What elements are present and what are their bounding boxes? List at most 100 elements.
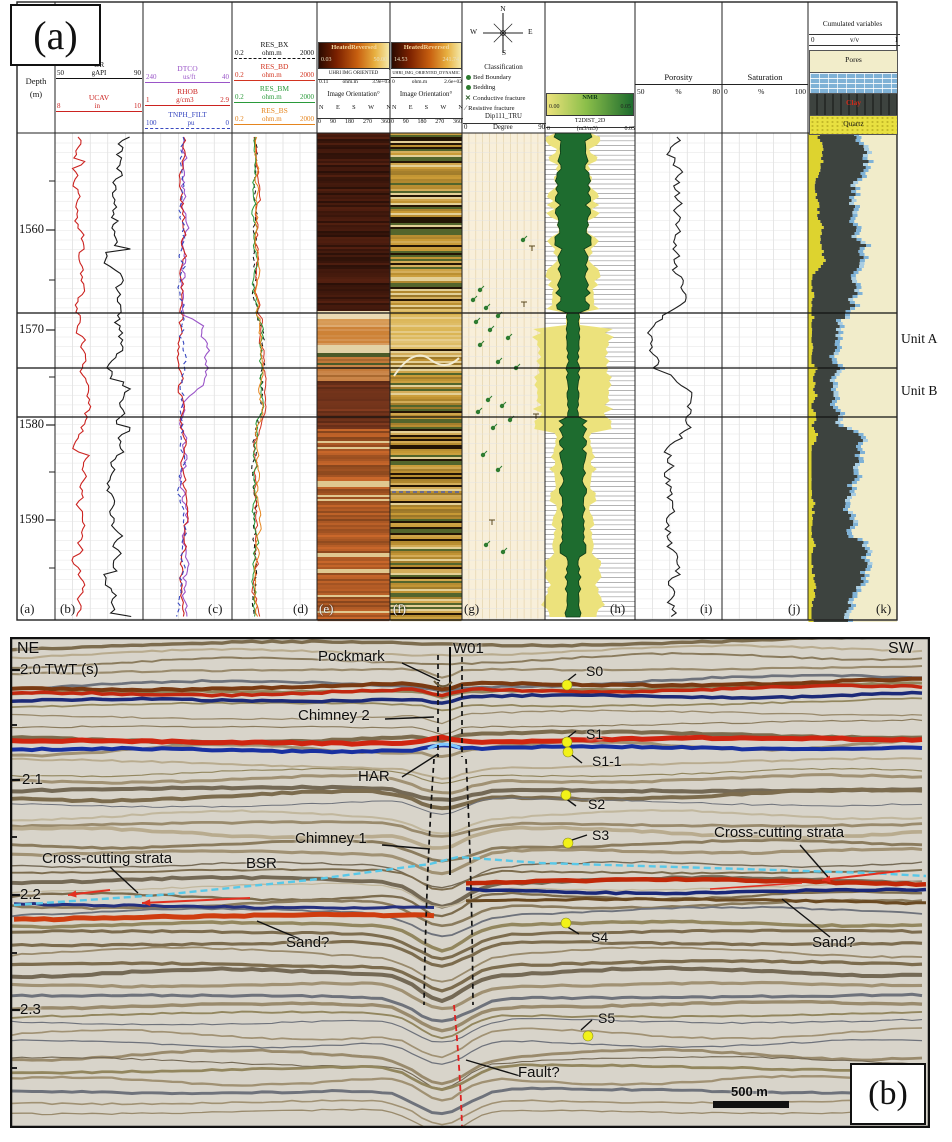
- conductive-fracture-icon: ✕: [465, 94, 471, 102]
- dip-min: 0: [464, 124, 468, 131]
- scale-bar-label: 500 m: [731, 1084, 768, 1099]
- curve-name: RES_BD: [260, 62, 289, 71]
- fault-annotation: Fault?: [518, 1064, 560, 1081]
- dir-label: N: [392, 104, 397, 111]
- depth-tick: 1560: [19, 222, 44, 236]
- marker-label: S1-1: [592, 753, 622, 769]
- bed-boundary-icon: [466, 75, 471, 80]
- curve-max: 2000: [299, 71, 314, 80]
- depth-track-units: (m): [29, 89, 43, 99]
- curve-unit: ohm.m: [262, 71, 282, 80]
- legend-item-resistive-fracture: ∕ Resistive fracture: [465, 104, 515, 112]
- legend-item-bedding: Bedding: [466, 84, 495, 91]
- curve-name: TNPH_FILT: [168, 110, 207, 119]
- track-letter: (a): [20, 601, 35, 616]
- legend-item-bed-boundary: Bed Boundary: [466, 74, 511, 81]
- deg-label: 360: [453, 119, 462, 125]
- lith-max: 1: [894, 36, 898, 44]
- cross-cutting-strata-left-annotation: Cross-cutting strata: [42, 850, 173, 867]
- legend-item-conductive-fracture: ✕ Conductive fracture: [465, 94, 525, 102]
- static-image-name: UHRI IMG ORIENTED: [318, 68, 389, 80]
- unit-b-label: Unit B: [901, 383, 938, 398]
- orientation-title: Image Orientation°: [327, 91, 380, 98]
- curve-name: RES_BM: [259, 84, 290, 93]
- nmr-min: 0: [547, 126, 550, 132]
- pockmark-annotation: Pockmark: [318, 648, 385, 665]
- nmr-colorbar: NMR 0.00 0.05: [546, 93, 634, 117]
- image-max: 3.9e+03: [372, 79, 390, 85]
- chimney1-annotation: Chimney 1: [295, 830, 367, 847]
- dip-max: 90: [538, 124, 545, 131]
- t2dist-name: T2DIST_2D: [546, 115, 634, 129]
- curve-max: 90: [134, 69, 141, 78]
- pores-band: Pores: [809, 50, 898, 74]
- curve-unit: us/ft: [183, 73, 196, 82]
- chimney2-annotation: Chimney 2: [298, 707, 370, 724]
- sat-max: 100: [794, 87, 806, 96]
- track-letter: (h): [610, 601, 626, 616]
- curve-min: 0.2: [235, 93, 244, 102]
- curve-unit: ohm.m: [262, 93, 282, 102]
- marker-label: S3: [592, 827, 610, 843]
- colorbar-title: NMR: [582, 94, 598, 101]
- legend-label: Conductive fracture: [472, 94, 526, 102]
- depth-tick: 1570: [19, 322, 44, 336]
- curve-unit: ohm.m: [262, 115, 282, 124]
- deg-label: 360: [381, 119, 390, 125]
- panel-a-label: (a): [10, 4, 101, 66]
- dir-label: E: [335, 104, 340, 111]
- curve-min: 8: [57, 102, 61, 111]
- band-label: Pores: [845, 55, 862, 64]
- corner-ne-label: NE: [17, 640, 40, 657]
- curve-min: 0.2: [235, 71, 244, 80]
- curve-name: RHOB: [177, 87, 198, 96]
- legend-label: Bed Boundary: [473, 74, 512, 81]
- por-min: 50: [637, 87, 645, 96]
- compass-east-label: E: [528, 27, 533, 36]
- lithology-title: Cumulated variables: [822, 20, 883, 28]
- deg-label: 270: [435, 119, 445, 125]
- depth-track-title: Depth: [25, 76, 47, 86]
- nmr-unit: (m3/m3): [576, 126, 598, 132]
- colorbar-title: HeatedReversed: [331, 44, 377, 51]
- curve-max: 2000: [299, 49, 314, 58]
- dip-unit: Degree: [492, 124, 513, 131]
- marker-label: S1: [586, 726, 604, 742]
- dir-label: N: [458, 104, 463, 111]
- colorbar-min: 0.03: [321, 56, 332, 63]
- por-max: 80: [712, 87, 721, 96]
- curve-max: 0: [225, 119, 230, 128]
- sand-right-annotation: Sand?: [812, 934, 856, 951]
- track-letter: (j): [788, 601, 801, 616]
- curve-unit: ohm.m: [262, 49, 282, 58]
- curve-min: 50: [57, 69, 64, 78]
- colorbar-max: 241.74: [442, 56, 460, 63]
- dir-label: N: [386, 104, 391, 111]
- dir-label: E: [408, 104, 413, 111]
- saturation-title: Saturation: [747, 72, 783, 82]
- curve-unit: gAPI: [91, 69, 107, 78]
- track-letter: (d): [293, 601, 309, 616]
- panel-b-label: (b): [850, 1063, 926, 1125]
- curve-unit: pu: [187, 119, 195, 128]
- curve-max: 2000: [299, 93, 314, 102]
- classification-title: Classification: [484, 63, 523, 71]
- resistive-fracture-icon: ∕: [465, 104, 467, 112]
- compass-north-label: N: [500, 4, 506, 13]
- band-label: Quartz: [843, 119, 864, 128]
- twt-axis-label: 2.0 TWT (s): [20, 661, 99, 678]
- curve-unit: g/cm3: [176, 96, 194, 105]
- deg-label: 0: [391, 119, 394, 125]
- deg-label: 90: [402, 119, 409, 125]
- well-log-graphics: [0, 0, 898, 622]
- deg-label: 90: [330, 119, 336, 125]
- curve-min: 0.2: [235, 115, 244, 124]
- marker-label: S5: [598, 1010, 616, 1026]
- unit-a-label: Unit A: [901, 331, 938, 346]
- track-letter: (b): [60, 601, 76, 616]
- porosity-title: Porosity: [664, 72, 693, 82]
- curve-name: RES_BS: [261, 106, 288, 115]
- deg-label: 270: [363, 119, 372, 125]
- twt-tick-label: 2.1: [22, 771, 43, 788]
- compass-west-label: W: [470, 27, 478, 36]
